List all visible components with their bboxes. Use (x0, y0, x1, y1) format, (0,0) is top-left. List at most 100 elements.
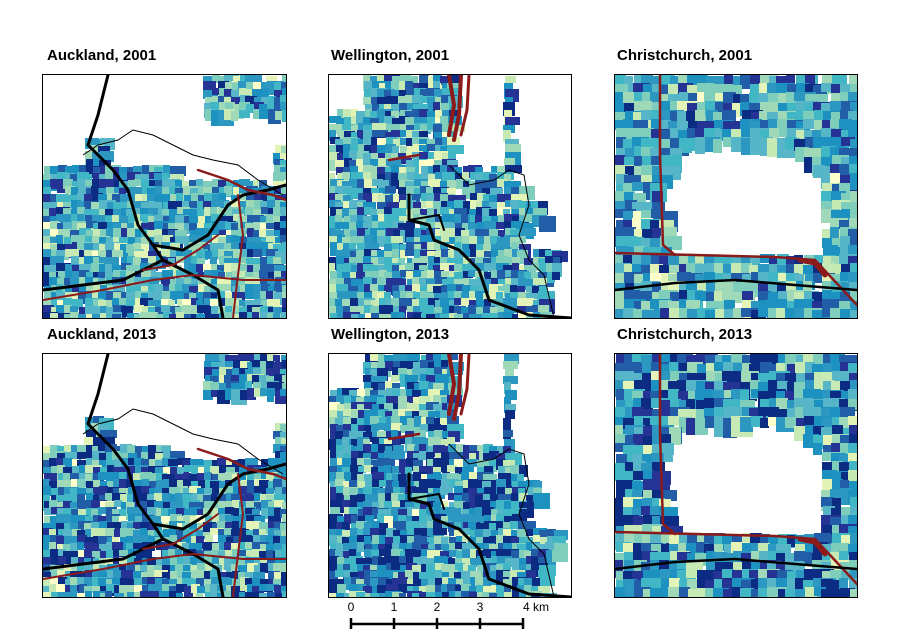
census-area (266, 472, 278, 482)
census-area (273, 216, 284, 226)
census-area (785, 373, 803, 384)
census-area (156, 473, 167, 486)
census-area (511, 187, 522, 196)
census-area (505, 488, 518, 496)
census-area (336, 529, 345, 538)
census-area (433, 75, 442, 85)
census-area (50, 221, 59, 230)
census-area (435, 563, 444, 573)
census-area (733, 308, 744, 318)
census-area (795, 544, 809, 553)
census-area (342, 500, 351, 510)
census-area (212, 249, 221, 257)
census-area (841, 137, 855, 146)
census-area (43, 202, 55, 209)
census-area (343, 109, 357, 120)
census-area (643, 470, 653, 487)
census-area (77, 542, 84, 550)
census-area (475, 529, 486, 537)
census-area (778, 409, 788, 423)
census-area (377, 230, 385, 239)
census-area (282, 514, 286, 529)
census-area (175, 236, 189, 244)
census-area (832, 75, 847, 84)
census-area (70, 523, 84, 532)
census-area (392, 271, 405, 281)
census-area (197, 305, 210, 313)
census-area (364, 81, 372, 91)
census-area (100, 430, 117, 438)
census-area (98, 222, 110, 231)
census-area (342, 522, 349, 533)
census-area (49, 458, 61, 469)
census-area (126, 543, 137, 551)
census-area (344, 577, 353, 590)
census-area (351, 577, 360, 588)
census-area (168, 300, 175, 307)
census-area (371, 271, 383, 279)
census-area (247, 486, 256, 499)
census-area (426, 215, 437, 225)
census-area (768, 409, 785, 418)
census-area (400, 208, 410, 219)
census-area (364, 465, 373, 472)
census-area (813, 263, 822, 280)
census-area (407, 481, 418, 488)
census-area (363, 172, 371, 183)
census-area (182, 535, 193, 548)
census-area (161, 508, 172, 517)
census-area (830, 580, 847, 589)
census-area (776, 308, 785, 318)
census-area (245, 508, 255, 516)
census-area (840, 435, 852, 444)
census-area (113, 228, 122, 241)
census-area (476, 201, 483, 212)
census-area (43, 467, 52, 474)
census-area (832, 498, 841, 517)
census-area (848, 272, 857, 290)
census-area (239, 102, 250, 113)
census-area (233, 104, 244, 119)
census-area (335, 230, 345, 238)
census-area (848, 544, 857, 555)
census-area (363, 153, 373, 162)
census-area (57, 480, 74, 488)
census-area (670, 128, 680, 143)
census-area (224, 75, 239, 81)
census-area (489, 593, 498, 597)
census-area (357, 179, 367, 191)
census-area (406, 242, 421, 251)
census-area (267, 354, 277, 364)
census-area (198, 284, 207, 293)
census-area (462, 285, 471, 299)
census-area (106, 307, 114, 316)
census-area (787, 301, 797, 314)
census-area (273, 479, 286, 490)
census-area (434, 430, 443, 440)
census-area (454, 249, 465, 262)
census-area (463, 313, 471, 318)
census-area (358, 509, 365, 520)
census-area (421, 579, 434, 588)
census-area (127, 223, 137, 230)
census-area (615, 92, 625, 108)
census-area (364, 207, 373, 215)
census-area (706, 283, 715, 297)
census-area (419, 396, 431, 403)
census-area (794, 308, 807, 318)
census-area (350, 298, 361, 306)
census-area (427, 144, 436, 151)
census-area (785, 308, 798, 318)
census-area (615, 380, 624, 397)
census-area (475, 187, 485, 196)
census-area (379, 314, 395, 318)
census-area (72, 165, 82, 176)
census-area (378, 194, 390, 203)
census-area (70, 278, 80, 290)
census-area (794, 398, 813, 408)
census-area (461, 214, 468, 223)
census-area (505, 404, 516, 411)
census-area (84, 201, 97, 210)
census-area (393, 515, 402, 525)
census-area (161, 305, 170, 312)
